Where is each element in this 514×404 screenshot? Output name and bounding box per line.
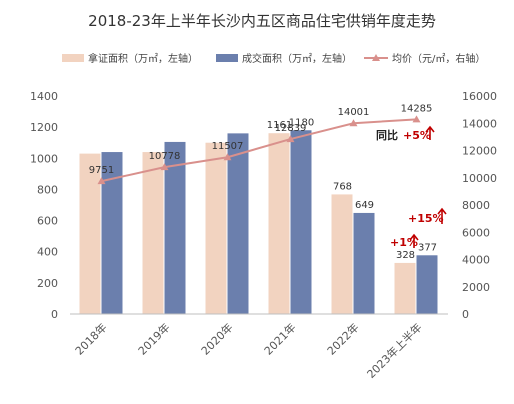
price-point — [223, 153, 232, 161]
left-axis-tick-label: 400 — [37, 246, 58, 259]
bar-cert-area — [142, 152, 164, 314]
right-axis-tick-label: 12000 — [462, 145, 497, 158]
price-value-label: 12839 — [275, 123, 307, 134]
bar-deal-area — [227, 133, 249, 314]
bar-deal-area — [101, 152, 123, 314]
right-axis-tick-label: 10000 — [462, 172, 497, 185]
price-value-label: 9751 — [89, 165, 114, 176]
x-axis-tick-label: 2020年 — [198, 320, 235, 357]
left-axis-tick-label: 200 — [37, 277, 58, 290]
left-axis-tick-label: 800 — [37, 183, 58, 196]
x-axis-tick-label: 2023年上半年 — [364, 320, 425, 381]
bar-cert-area — [205, 142, 227, 314]
right-axis-tick-label: 8000 — [462, 199, 490, 212]
annotations: 同比 +5% +15% +1% — [376, 125, 447, 249]
price-point — [286, 135, 295, 143]
chart-title: 2018-23年上半年长沙内五区商品住宅供销年度走势 — [88, 12, 436, 30]
right-axis-tick-label: 2000 — [462, 281, 490, 294]
x-axis: 2018年 2019年 2020年 2021年 2022年 2023年上半年 — [70, 313, 448, 381]
bar-deal-area — [353, 212, 375, 314]
legend-marker-price — [372, 54, 380, 61]
yoy-up-arrow — [425, 125, 435, 140]
bar-value-label: 1180 — [289, 117, 314, 128]
right-axis-tick-label: 0 — [462, 308, 469, 321]
legend-label-cert-area: 拿证面积（万㎡，左轴） — [88, 52, 198, 65]
price-value-label: 14001 — [338, 107, 370, 118]
left-axis-tick-label: 600 — [37, 215, 58, 228]
price-point — [412, 115, 421, 123]
left-axis-tick-label: 1000 — [30, 152, 58, 165]
price-line: 9751 10778 11507 12839 14001 14285 — [89, 103, 433, 185]
bar-value-label: 377 — [418, 242, 437, 253]
x-axis-tick-label: 2018年 — [72, 320, 109, 357]
legend-swatch-cert-area — [62, 54, 84, 62]
right-axis-tick-label: 6000 — [462, 226, 490, 239]
x-axis-tick-label: 2022年 — [324, 320, 361, 357]
right-axis: 0 2000 4000 6000 8000 10000 12000 14000 16000 — [462, 90, 497, 321]
legend-label-price: 均价（元/㎡，右轴） — [392, 52, 485, 65]
bar-cert-area — [268, 133, 290, 314]
legend-swatch-deal-area — [216, 54, 238, 62]
area-right-change: +15% — [408, 212, 444, 225]
right-axis-tick-label: 16000 — [462, 90, 497, 103]
price-series-line — [101, 118, 417, 183]
legend: 拿证面积（万㎡，左轴） 成交面积（万㎡，左轴） 均价（元/㎡，右轴） — [62, 52, 485, 65]
bar-value-label: 328 — [396, 250, 415, 261]
right-axis-tick-label: 4000 — [462, 254, 490, 267]
area-left-up-arrow — [409, 233, 419, 248]
legend-label-deal-area: 成交面积（万㎡，左轴） — [242, 52, 352, 65]
bar-value-label: 649 — [355, 200, 374, 211]
price-point — [349, 119, 358, 127]
yoy-label: 同比 — [376, 128, 398, 142]
price-value-label: 14285 — [401, 103, 433, 114]
bar-deal-area — [416, 255, 438, 314]
left-axis-tick-label: 1200 — [30, 121, 58, 134]
bar-cert-area — [79, 153, 101, 314]
bar-value-label: 1161 — [267, 120, 292, 131]
bar-cert-area — [331, 194, 353, 314]
left-axis-tick-label: 1400 — [30, 90, 58, 103]
x-axis-tick-label: 2021年 — [261, 320, 298, 357]
bars — [79, 130, 438, 314]
area-right-up-arrow — [437, 207, 447, 224]
right-axis-tick-label: 14000 — [462, 117, 497, 130]
bar-cert-area — [394, 262, 416, 314]
bar-deal-area — [290, 130, 312, 314]
x-axis-tick-label: 2019年 — [135, 320, 172, 357]
bar-value-label: 768 — [333, 181, 352, 192]
bar-deal-area — [164, 141, 186, 314]
left-axis: 0 200 400 600 800 1000 1200 1400 — [30, 90, 58, 321]
yoy-value: +5% — [403, 129, 431, 142]
price-value-label: 10778 — [149, 151, 181, 162]
left-axis-tick-label: 0 — [51, 308, 58, 321]
price-point — [97, 177, 106, 185]
price-value-label: 11507 — [212, 141, 244, 152]
price-point — [160, 163, 169, 171]
